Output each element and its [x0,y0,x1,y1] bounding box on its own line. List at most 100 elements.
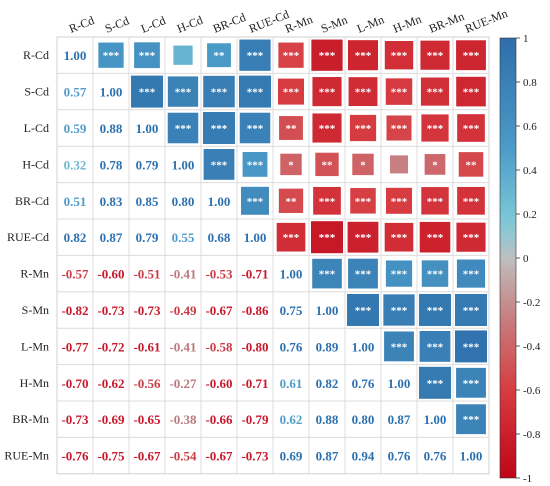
coefficient-label: 0.85 [136,194,159,209]
colorbar-ticks: 1 0.8 0.6 0.4 0.2 0 -0.2 -0.4 -0.6 -0.8 -1 [516,33,541,485]
column-label: BR-Mn [427,9,466,36]
heatmap-cell [421,187,449,215]
significance-label: *** [427,341,444,353]
colorbar-gradient [499,37,517,479]
significance-label: *** [463,414,480,426]
heatmap-cell [131,75,163,108]
colorbar-tick-label: 0.6 [523,121,537,133]
heatmap-cell [389,155,409,174]
significance-label: *** [463,123,480,135]
coefficient-label: -0.80 [241,339,268,354]
coefficient-label: 1.00 [208,194,231,209]
coefficient-label: -0.73 [61,412,89,427]
coefficient-label: 0.89 [316,339,339,354]
significance-label: *** [247,87,264,99]
heatmap-cell [239,39,271,71]
significance-label: *** [427,196,444,208]
heatmap-cell [384,222,414,252]
heatmap-cell [350,188,376,214]
colorbar-tick-label: 0.8 [523,77,537,89]
coefficient-label: -0.41 [169,267,196,282]
heatmap-cell [242,152,268,177]
significance-label: *** [463,305,480,317]
coefficient-label: 0.32 [64,157,87,172]
coefficient-label: -0.60 [97,267,124,282]
column-label: BR-Cd [211,10,248,36]
colorbar-tick-label: 0 [523,253,529,265]
heatmap-cell [167,76,199,107]
column-label: H-Cd [175,13,205,36]
coefficient-label: 0.78 [100,157,123,172]
colorbar-tick-label: -0.6 [523,385,541,397]
heatmap-cell [424,154,446,175]
coefficient-label: -0.82 [61,303,88,318]
coefficient-label: -0.67 [205,449,233,464]
row-labels: R-Cd S-Cd L-Cd H-Cd BR-Cd RUE-Cd R-Mn S-Mn L-Mn H… [4,48,49,462]
significance-label: *** [463,87,480,99]
significance-label: *** [463,232,480,244]
colorbar-tick-label: -1 [523,473,532,485]
heatmap-cell [456,222,486,252]
heatmap-cell [386,115,412,141]
significance-label: *** [319,196,336,208]
heatmap-cell [278,78,304,105]
coefficient-label: -0.76 [61,449,89,464]
significance-label: *** [355,232,372,244]
coefficient-label: 0.79 [136,230,159,245]
coefficient-label: 0.94 [352,449,375,464]
row-label: H-Mn [20,376,49,390]
significance-label: *** [211,159,228,171]
coefficient-label: 0.61 [280,376,303,391]
significance-label: *** [463,378,480,390]
column-label: L-Mn [355,12,386,35]
significance-label: *** [427,123,444,135]
heatmap-cell [312,77,342,107]
significance-label: *** [427,87,444,99]
coefficient-label: 0.88 [316,412,339,427]
significance-label: *** [391,196,408,208]
column-label: L-Cd [139,13,168,35]
heatmap-cell [456,404,486,435]
coefficient-label: -0.72 [97,339,124,354]
coefficient-label: 0.87 [388,412,411,427]
coefficient-label: 0.75 [280,303,303,318]
significance-label: *** [355,50,372,62]
coefficient-label: 0.79 [136,157,159,172]
colorbar-tick-label: 0.4 [523,165,537,177]
significance-label: *** [391,87,408,99]
heatmap-cell [280,153,302,176]
coefficient-label: 0.87 [100,230,123,245]
heatmap-cell [348,258,378,289]
significance-label: *** [319,232,336,244]
coefficient-label: -0.49 [169,303,197,318]
column-labels: R-Cd S-Cd L-Cd H-Cd BR-Cd RUE-CdR-Mn S-Mn L-Mn H… [67,6,510,36]
coefficient-label: 1.00 [352,339,375,354]
coefficient-label: 0.62 [280,412,303,427]
heatmap-cell [385,78,413,105]
colorbar-tick-label: 1 [523,33,529,45]
coefficient-label: -0.73 [97,303,125,318]
coefficient-label: -0.54 [169,449,197,464]
heatmap-cell [456,367,486,398]
coefficient-label: 0.59 [64,121,87,136]
significance-label: *** [427,232,444,244]
significance-label: *** [427,305,444,317]
heatmap-cell [421,260,449,287]
coefficient-label: -0.70 [61,376,88,391]
coefficient-label: 1.00 [460,449,483,464]
coefficient-label: 0.83 [100,194,123,209]
coefficient-label: 0.82 [64,230,87,245]
heatmap-cell [347,40,379,71]
coefficient-label: 1.00 [424,412,447,427]
coefficient-label: 0.88 [100,121,123,136]
coefficient-label: 0.76 [388,449,411,464]
heatmap-cell [457,114,485,142]
heatmap-cell [419,221,451,253]
colorbar-tick-label: -0.2 [523,297,540,309]
heatmap-cell [134,42,160,69]
heatmap-cell [312,113,342,143]
significance-label: *** [319,269,336,281]
coefficient-label: -0.79 [241,412,269,427]
row-label: RUE-Mn [4,449,49,463]
heatmap-cell [239,112,271,144]
